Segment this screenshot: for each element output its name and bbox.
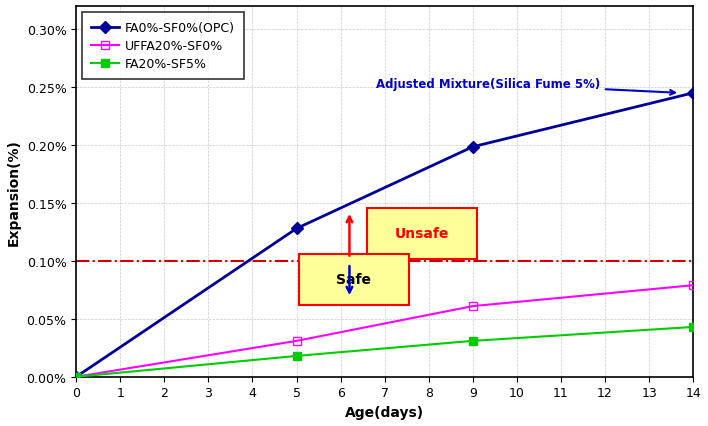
Legend: FA0%-SF0%(OPC), UFFA20%-SF0%, FA20%-SF5%: FA0%-SF0%(OPC), UFFA20%-SF0%, FA20%-SF5% <box>82 13 244 80</box>
FancyBboxPatch shape <box>367 208 477 259</box>
Line: UFFA20%-SF0%: UFFA20%-SF0% <box>72 282 697 381</box>
UFFA20%-SF0% <box>72 374 81 380</box>
FA0%-SF0%(OPC) <box>72 374 81 380</box>
UFFA20%-SF0% <box>469 304 477 309</box>
Line: FA20%-SF5%: FA20%-SF5% <box>72 323 697 381</box>
Text: Adjusted Mixture(Silica Fume 5%): Adjusted Mixture(Silica Fume 5%) <box>376 78 675 95</box>
FA20%-SF5% <box>689 325 697 330</box>
FA20%-SF5% <box>292 354 301 359</box>
FA0%-SF0%(OPC) <box>292 226 301 231</box>
Text: Unsafe: Unsafe <box>395 227 450 241</box>
UFFA20%-SF0% <box>689 283 697 288</box>
Text: Safe: Safe <box>336 273 372 287</box>
FA0%-SF0%(OPC) <box>689 91 697 96</box>
FA20%-SF5% <box>469 339 477 344</box>
Y-axis label: Expansion(%): Expansion(%) <box>7 138 21 245</box>
X-axis label: Age(days): Age(days) <box>345 405 424 419</box>
Line: FA0%-SF0%(OPC): FA0%-SF0%(OPC) <box>72 89 697 381</box>
FancyBboxPatch shape <box>299 254 409 305</box>
FA20%-SF5% <box>72 374 81 380</box>
FA0%-SF0%(OPC) <box>469 145 477 150</box>
UFFA20%-SF0% <box>292 339 301 344</box>
